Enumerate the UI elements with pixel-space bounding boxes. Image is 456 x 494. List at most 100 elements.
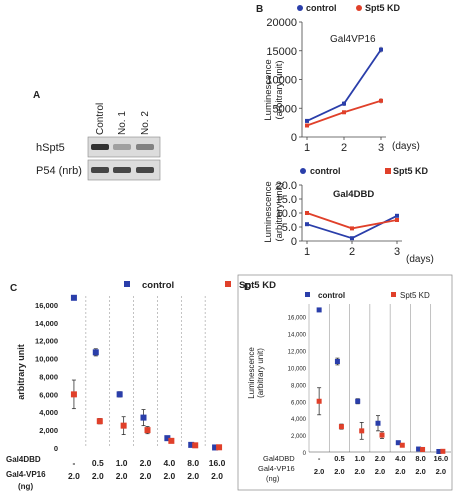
lane-label-no1: No. 1 [117, 111, 128, 135]
data-point-control [316, 307, 322, 313]
x-tick-label-gal4vp16: 2.0 [116, 471, 128, 481]
data-point-control [212, 444, 219, 451]
data-point-kd [144, 427, 151, 434]
blot-band [91, 167, 109, 173]
data-point-control [188, 441, 195, 448]
b-top-xlabel: (days) [392, 141, 420, 152]
legend-kd-label: Spt5 KD [400, 291, 430, 300]
x-tick-label-gal4dbd: 0.5 [92, 458, 104, 468]
data-point [350, 226, 354, 231]
y-tick-label: 10,000 [35, 355, 58, 364]
y-tick-label: 0 [303, 451, 307, 457]
blot-label-hspt5: hSpt5 [36, 142, 65, 154]
y-tick-label: 14,000 [35, 319, 58, 328]
data-point-control [92, 349, 99, 356]
x-tick-label-gal4dbd: 2.0 [140, 458, 152, 468]
x-tick-label-gal4dbd: - [318, 454, 321, 463]
x-tick-label-gal4vp16: 2.0 [314, 467, 324, 476]
d-ylabel-line1: Luminescence [247, 347, 256, 399]
data-point-kd [440, 448, 446, 454]
y-tick-label: 8,000 [39, 372, 58, 381]
x-tick-label-gal4dbd: 8.0 [187, 458, 199, 468]
data-point [342, 101, 346, 106]
data-point [305, 123, 309, 128]
y-tick-label: 5000 [273, 103, 297, 115]
series-line-kd [306, 212, 398, 230]
x-tick-label: 1 [304, 246, 310, 258]
d-row-label-gal4vp16: Gal4-VP16 [258, 464, 295, 473]
data-point [305, 118, 309, 123]
inner-label-gal4vp16: Gal4VP16 [330, 34, 376, 45]
y-tick-label: 2,000 [291, 434, 307, 440]
y-tick-label: 10000 [266, 75, 297, 87]
panel-a-letter: A [33, 90, 40, 101]
y-tick-label: 0 [291, 236, 297, 248]
data-point-control [334, 359, 340, 365]
data-point-kd [120, 422, 127, 429]
c-row-label-gal4dbd: Gal4DBD [6, 455, 41, 464]
x-tick-label-gal4vp16: 2.0 [334, 467, 344, 476]
b-top-ylabel-line2: (arbitrary unit) [274, 60, 285, 119]
x-tick-label-gal4dbd: 2.0 [375, 454, 385, 463]
y-tick-label: 15.0 [276, 194, 297, 206]
x-tick-label-gal4vp16: 2.0 [211, 471, 223, 481]
blot-band [91, 144, 109, 150]
blot-band [113, 167, 131, 173]
data-point-kd [399, 442, 405, 448]
x-tick-label-gal4vp16: 2.0 [354, 467, 364, 476]
data-point [342, 110, 346, 115]
y-tick-label: 6,000 [291, 400, 307, 406]
panel-b-top: B control Spt5 KD Gal4VP16 Luminescence … [256, 3, 420, 154]
x-tick-label-gal4dbd: 1.0 [354, 454, 364, 463]
x-tick-label: 3 [378, 142, 384, 154]
legend-kd-marker [356, 5, 362, 11]
data-point-control [140, 414, 147, 421]
x-tick-label: 2 [341, 142, 347, 154]
c-row-label-gal4vp16: Gal4-VP16 [6, 470, 46, 479]
y-tick-label: 14,000 [288, 333, 307, 339]
y-tick-label: 10.0 [276, 208, 297, 220]
x-tick-label: 3 [394, 246, 400, 258]
x-tick-label-gal4dbd: 8.0 [415, 454, 425, 463]
x-tick-label-gal4dbd: 1.0 [116, 458, 128, 468]
y-tick-label: 20000 [266, 17, 297, 29]
data-point-kd [216, 444, 223, 451]
x-tick-label-gal4dbd: 16.0 [434, 454, 449, 463]
x-tick-label-gal4vp16: 2.0 [395, 467, 405, 476]
b-bottom-xlabel: (days) [406, 254, 434, 265]
x-tick-label-gal4dbd: 16.0 [209, 458, 226, 468]
x-tick-label-gal4dbd: 4.0 [395, 454, 405, 463]
x-tick-label-gal4dbd: - [73, 458, 76, 468]
x-tick-label-gal4dbd: 4.0 [163, 458, 175, 468]
panel-d-frame [237, 274, 453, 491]
data-point [379, 98, 383, 103]
y-tick-label: 20.0 [276, 180, 297, 192]
b-bottom-ylabel-line2: (arbitrary unit) [274, 182, 285, 241]
y-tick-label: 12,000 [35, 337, 58, 346]
data-point-kd [70, 391, 77, 398]
data-point-kd [192, 442, 199, 449]
blot-band [136, 167, 154, 173]
x-tick-label-gal4vp16: 2.0 [415, 467, 425, 476]
legend-kd-label: Spt5 KD [365, 3, 401, 13]
data-point-control [116, 391, 123, 398]
data-point-control [70, 294, 77, 301]
inner-label-gal4dbd: Gal4DBD [333, 189, 374, 200]
y-tick-label: 16,000 [35, 301, 58, 310]
legend-control-label: control [310, 166, 341, 176]
data-point-kd [338, 424, 344, 430]
panel-b-bottom: control Spt5 KD Gal4DBD Luminescence (ar… [263, 166, 434, 265]
data-point [305, 211, 309, 215]
data-point-kd [316, 398, 322, 404]
x-tick-label-gal4vp16: 2.0 [436, 467, 446, 476]
y-tick-label: 0 [54, 444, 58, 453]
d-row-label-ng: (ng) [266, 474, 280, 483]
y-tick-label: 5.0 [282, 222, 297, 234]
panel-d: D control Spt5 KD Luminescence (arbitrar… [237, 274, 453, 491]
data-point-control [436, 448, 442, 454]
x-tick-label-gal4vp16: 2.0 [163, 471, 175, 481]
c-row-label-ng: (ng) [18, 482, 33, 491]
legend-control-marker [305, 292, 310, 297]
panel-b-letter: B [256, 4, 263, 15]
y-tick-label: 15000 [266, 46, 297, 58]
